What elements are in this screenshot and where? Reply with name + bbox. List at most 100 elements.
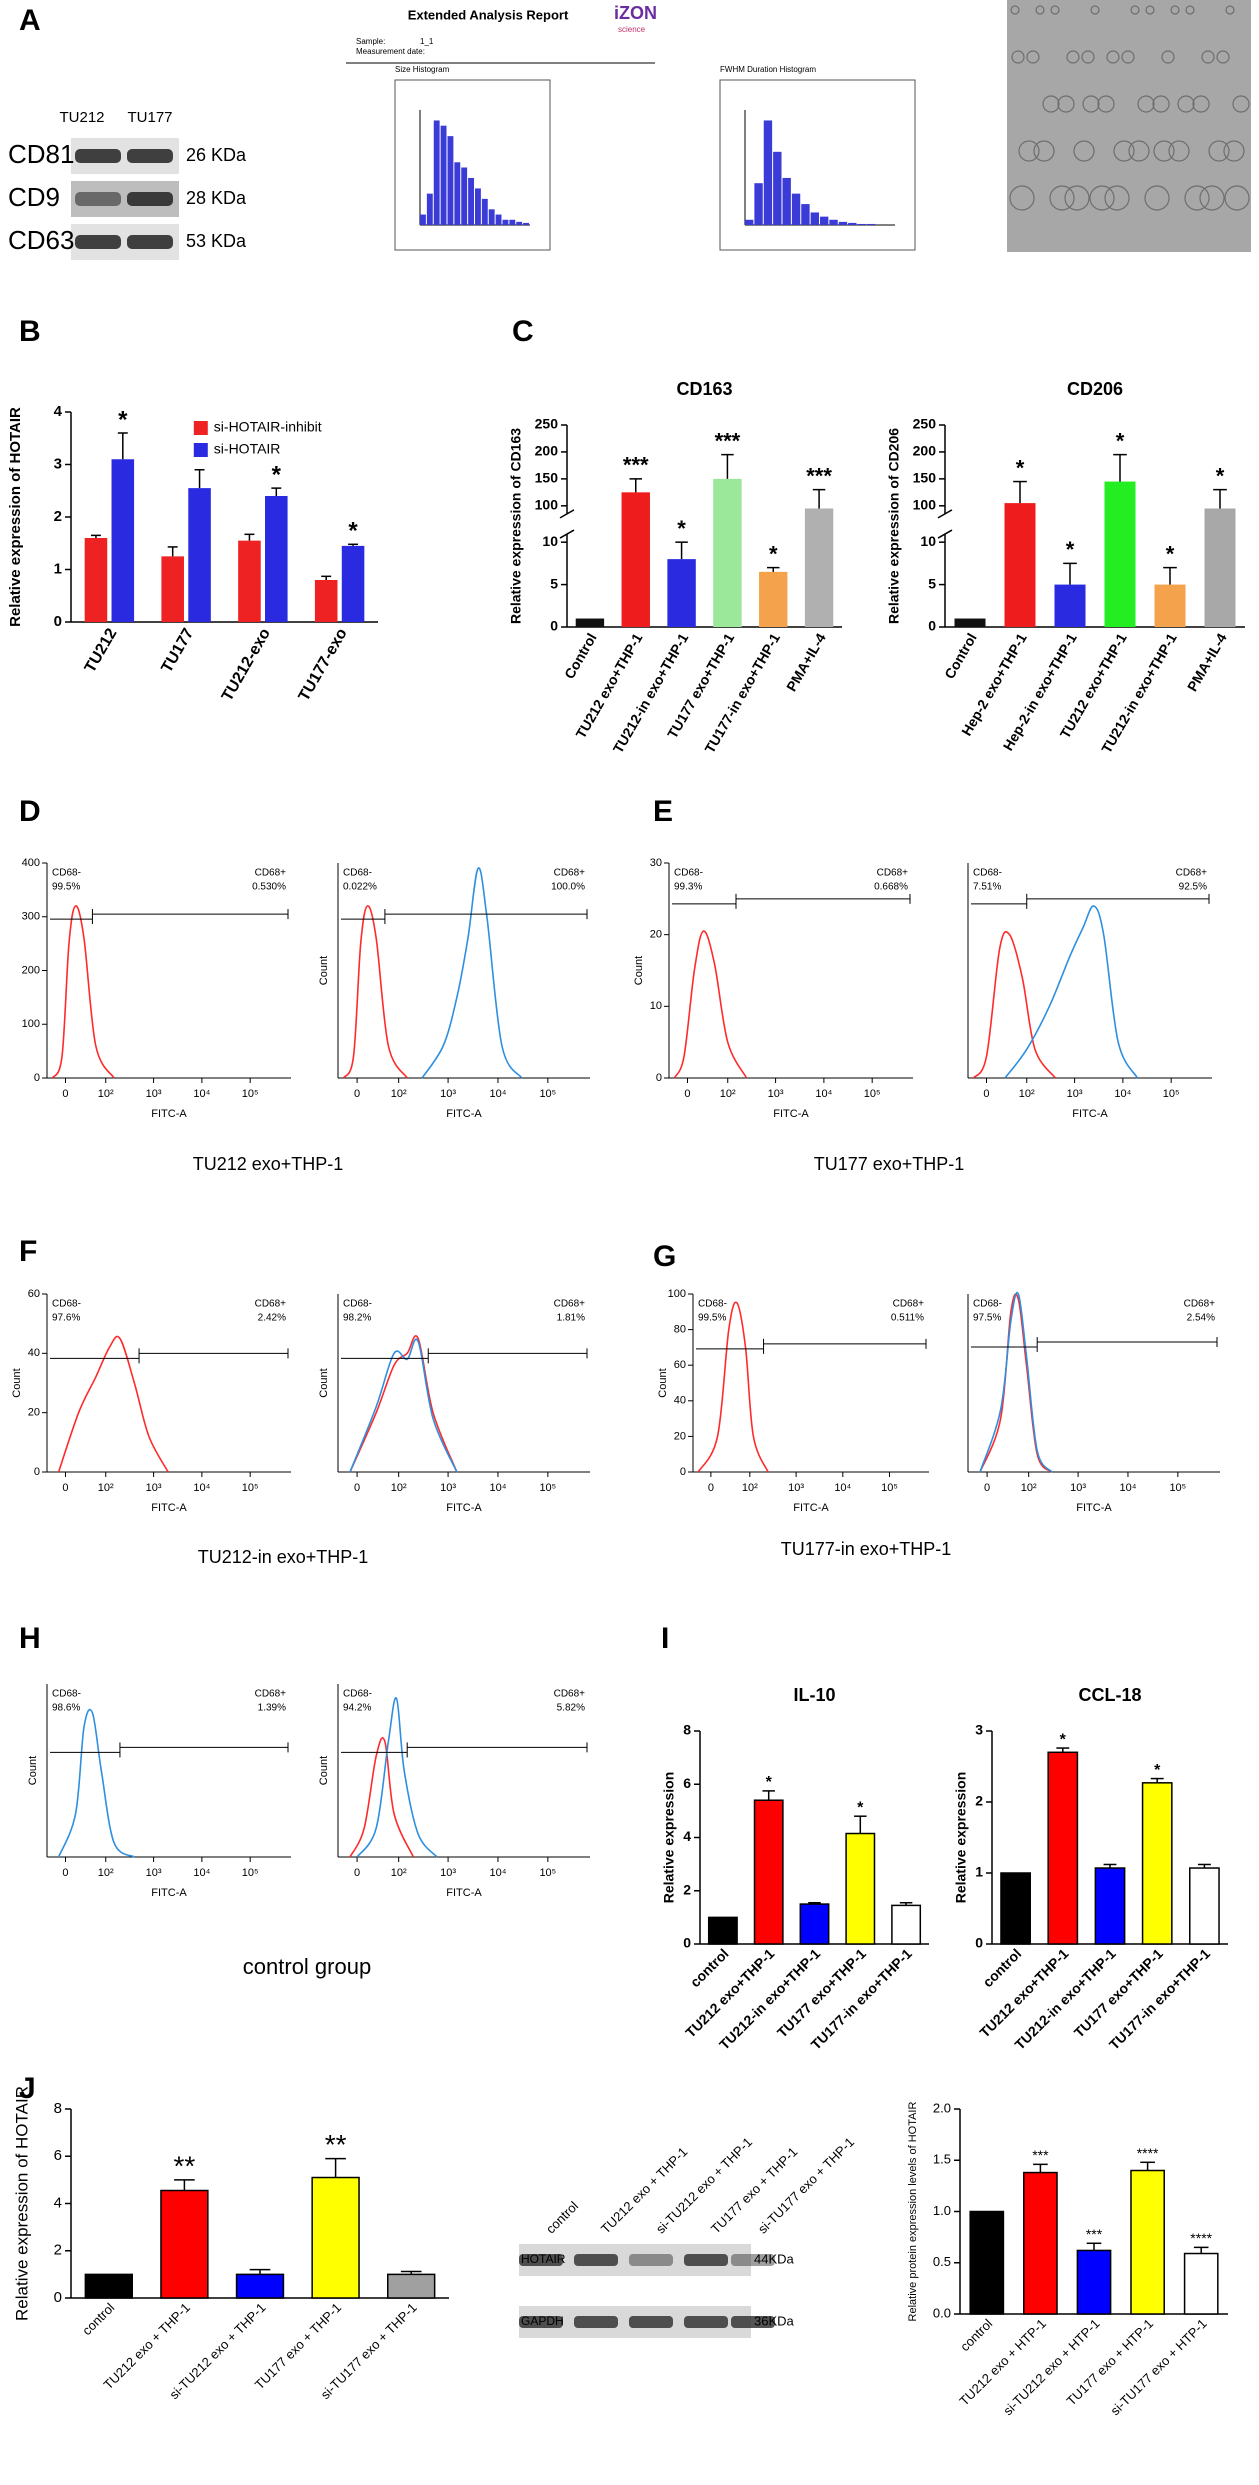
y-tick-label: 3	[54, 455, 62, 472]
y-tick-label: 0	[54, 2289, 62, 2306]
gate-label: CD68+	[255, 1299, 287, 1310]
y-tick-label: 1	[975, 1864, 983, 1880]
histogram-bar	[433, 120, 440, 225]
axis-break	[937, 529, 953, 539]
size-label: 28 KDa	[186, 188, 247, 208]
x-tick-label: 10²	[720, 1088, 736, 1100]
vesicle	[1170, 5, 1180, 15]
x-tick-label: Control	[941, 630, 980, 681]
y-tick-label: 3	[975, 1722, 983, 1738]
gate-label: 98.2%	[343, 1313, 371, 1324]
bar	[1189, 1867, 1220, 1945]
y-tick-label: 0	[34, 1466, 40, 1478]
significance: **	[174, 2150, 196, 2181]
y-axis-label: Relative protein expression levels of HO…	[907, 2102, 919, 2322]
gate-label: 0.511%	[891, 1313, 924, 1324]
blot-band	[519, 2254, 563, 2266]
blot-band	[75, 192, 121, 206]
x-tick-label: 10⁴	[489, 1867, 506, 1879]
significance: *	[1116, 428, 1125, 453]
size-label: 53 KDa	[186, 231, 247, 251]
blot-band	[75, 149, 121, 163]
histogram-curve	[697, 1301, 769, 1473]
protein-label: CD63	[8, 225, 74, 255]
x-tick-label: 10⁴	[193, 1088, 210, 1100]
x-tick-label: 0	[354, 1482, 360, 1494]
bar	[387, 2273, 436, 2299]
y-axis-label: Relative expression of HOTAIR	[12, 2086, 31, 2321]
y-tick-label: 0	[975, 1935, 983, 1951]
y-tick-label: 250	[535, 416, 559, 432]
significance: ***	[806, 463, 832, 488]
histogram-bar	[495, 214, 502, 225]
bar	[1000, 1872, 1031, 1945]
gate-label: CD68-	[674, 868, 703, 879]
gate-label: CD68+	[877, 868, 909, 879]
histogram-curve	[51, 905, 115, 1079]
caption: TU177-in exo+THP-1	[781, 1539, 952, 1559]
y-tick-label: 200	[535, 443, 559, 459]
gate-label: CD68-	[973, 1299, 1002, 1310]
x-tick-label: 10³	[146, 1088, 162, 1100]
gate-label: 99.5%	[52, 882, 80, 893]
vesicle	[1232, 95, 1250, 113]
panel-label: H	[19, 1622, 41, 1655]
legend-swatch	[193, 421, 208, 435]
vesicle	[1010, 5, 1020, 15]
x-tick-label: 0	[62, 1867, 68, 1879]
gate-label: 7.51%	[973, 882, 1001, 893]
y-tick-label: 2.0	[933, 2100, 951, 2115]
gate-label: 99.5%	[698, 1313, 726, 1324]
histogram-bar	[810, 212, 819, 225]
x-tick-label: 10³	[440, 1088, 456, 1100]
x-tick-label: PMA+IL-4	[783, 630, 829, 694]
vesicle	[1145, 5, 1155, 15]
y-tick-label: 20	[674, 1430, 686, 1442]
y-tick-label: 1	[54, 560, 62, 577]
x-tick-label: control	[79, 2300, 117, 2338]
x-tick-label: 10²	[742, 1482, 758, 1494]
bar	[707, 1916, 738, 1945]
axis-break	[937, 509, 953, 519]
report-logo-sub: science	[618, 25, 646, 34]
lane-label: control	[543, 2198, 581, 2236]
bar	[1204, 508, 1236, 627]
vesicle	[1161, 50, 1175, 64]
y-tick-label: 2	[683, 1881, 691, 1897]
y-tick-label: 0.0	[933, 2305, 951, 2320]
x-tick-label: Control	[561, 630, 600, 681]
x-tick-label: 0	[684, 1088, 690, 1100]
caption: TU212 exo+THP-1	[193, 1154, 344, 1174]
bar	[969, 2210, 1005, 2315]
bar	[161, 556, 184, 622]
vesicle	[1097, 95, 1115, 113]
y-tick-label: 5	[550, 575, 558, 591]
y-tick-label: 0	[54, 613, 62, 630]
x-tick-label: 10³	[146, 1867, 162, 1879]
x-tick-label: control	[687, 1945, 732, 1990]
x-axis-label: FITC-A	[446, 1108, 482, 1120]
x-tick-label: 10²	[98, 1482, 114, 1494]
vesicle	[1223, 140, 1245, 162]
histogram-bar	[440, 125, 447, 225]
bar	[111, 459, 135, 622]
y-tick-label: 100	[535, 497, 559, 513]
bar	[1183, 2252, 1219, 2315]
y-tick-label: 2	[54, 508, 62, 525]
vesicle	[1216, 50, 1230, 64]
significance: ***	[715, 428, 741, 453]
protein-label: CD81	[8, 139, 74, 169]
x-tick-label: 10³	[440, 1867, 456, 1879]
histogram-frame	[394, 79, 551, 251]
vesicle	[1128, 140, 1150, 162]
vesicle	[1177, 95, 1195, 113]
significance: ****	[1137, 2145, 1159, 2161]
histogram-bar	[782, 177, 791, 225]
histogram-curve	[57, 1335, 169, 1473]
chart-title: CD206	[1067, 379, 1123, 399]
blot-band	[127, 192, 173, 206]
y-axis-label: Count	[318, 1368, 330, 1397]
report-logo: iZON	[614, 3, 657, 23]
histogram-curve	[349, 1335, 458, 1473]
histogram-curve	[979, 1293, 1053, 1473]
